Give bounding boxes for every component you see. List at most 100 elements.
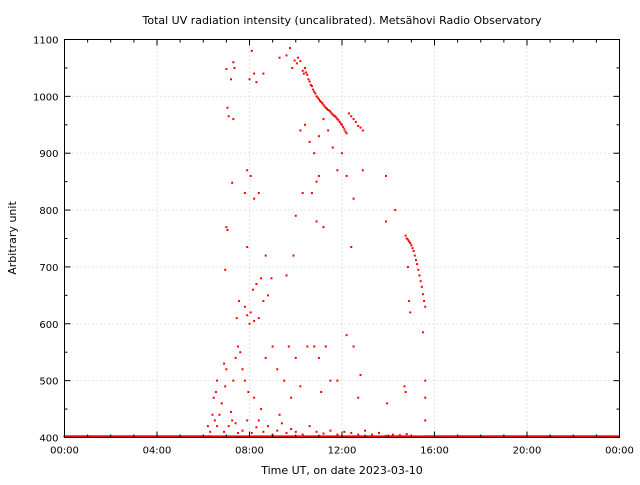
- data-point: [329, 435, 332, 438]
- data-point: [329, 379, 332, 382]
- data-point: [333, 435, 336, 438]
- data-point: [366, 435, 369, 438]
- data-point: [108, 435, 111, 438]
- data-point: [352, 197, 355, 200]
- data-point: [278, 56, 281, 59]
- data-point: [143, 435, 146, 438]
- data-point: [243, 192, 246, 195]
- data-point: [589, 435, 592, 438]
- y-tick-label: 500: [39, 377, 58, 388]
- data-point: [117, 435, 120, 438]
- data-point: [306, 345, 309, 348]
- data-point: [612, 435, 615, 438]
- data-point: [566, 435, 569, 438]
- data-point: [343, 430, 346, 433]
- data-point: [405, 435, 408, 438]
- data-point: [436, 435, 439, 438]
- data-point: [198, 435, 201, 438]
- data-point: [487, 435, 490, 438]
- data-point: [391, 433, 394, 436]
- data-point: [336, 169, 339, 172]
- data-point: [553, 435, 556, 438]
- data-point: [362, 435, 365, 438]
- data-point: [353, 435, 356, 438]
- data-point: [94, 435, 97, 438]
- data-point: [314, 92, 317, 95]
- data-point: [317, 98, 320, 101]
- data-point: [226, 106, 229, 109]
- data-point: [535, 435, 538, 438]
- data-point: [206, 425, 209, 428]
- data-point: [276, 429, 279, 432]
- data-point: [423, 300, 426, 303]
- data-point: [285, 274, 288, 277]
- data-point: [471, 435, 474, 438]
- data-point: [87, 435, 90, 438]
- data-point: [559, 435, 562, 438]
- data-point: [322, 226, 325, 229]
- data-point: [569, 435, 572, 438]
- data-point: [310, 192, 313, 195]
- data-point: [439, 435, 442, 438]
- data-point: [473, 435, 476, 438]
- data-point: [152, 435, 155, 438]
- data-point: [371, 435, 374, 438]
- data-point: [276, 368, 279, 371]
- data-point: [233, 66, 236, 69]
- data-point: [323, 435, 326, 438]
- data-point: [327, 435, 330, 438]
- data-point: [532, 435, 535, 438]
- data-point: [230, 410, 232, 413]
- data-point: [234, 356, 237, 359]
- data-point: [554, 435, 557, 438]
- data-point: [249, 174, 252, 177]
- data-point: [82, 435, 84, 438]
- data-point: [384, 434, 387, 437]
- data-point: [296, 435, 299, 438]
- data-point: [501, 435, 504, 438]
- data-point: [347, 435, 350, 438]
- data-point: [257, 317, 260, 320]
- data-point: [255, 435, 258, 438]
- data-point: [312, 88, 315, 91]
- data-point: [211, 435, 214, 438]
- data-point: [95, 435, 98, 438]
- data-point: [106, 435, 109, 438]
- data-point: [537, 435, 540, 438]
- data-point: [135, 435, 138, 438]
- data-point: [299, 129, 302, 132]
- data-point: [584, 435, 587, 438]
- data-point: [455, 435, 458, 438]
- data-point: [317, 135, 320, 138]
- axis-ticks: [64, 39, 620, 438]
- data-point: [324, 106, 327, 109]
- data-point: [218, 435, 221, 438]
- y-axis-label: Arbitrary unit: [6, 201, 19, 275]
- data-point: [72, 435, 75, 438]
- data-point: [77, 435, 80, 438]
- data-point: [216, 435, 219, 438]
- data-point: [231, 419, 234, 422]
- data-point: [610, 435, 613, 438]
- data-point: [291, 66, 294, 69]
- data-point: [423, 435, 426, 438]
- data-point: [350, 115, 353, 118]
- data-point: [294, 430, 297, 433]
- data-point: [601, 435, 604, 438]
- data-point: [520, 435, 523, 438]
- data-point: [76, 435, 79, 438]
- data-point: [278, 413, 281, 416]
- data-point: [438, 435, 441, 438]
- data-point: [522, 435, 525, 438]
- data-point: [406, 238, 409, 241]
- data-point: [581, 435, 584, 438]
- data-point: [249, 435, 252, 438]
- data-point: [606, 435, 609, 438]
- data-point: [428, 435, 431, 438]
- data-point: [608, 435, 611, 438]
- data-point: [603, 435, 606, 438]
- data-point: [299, 60, 302, 63]
- data-point: [457, 435, 460, 438]
- data-point: [349, 435, 352, 438]
